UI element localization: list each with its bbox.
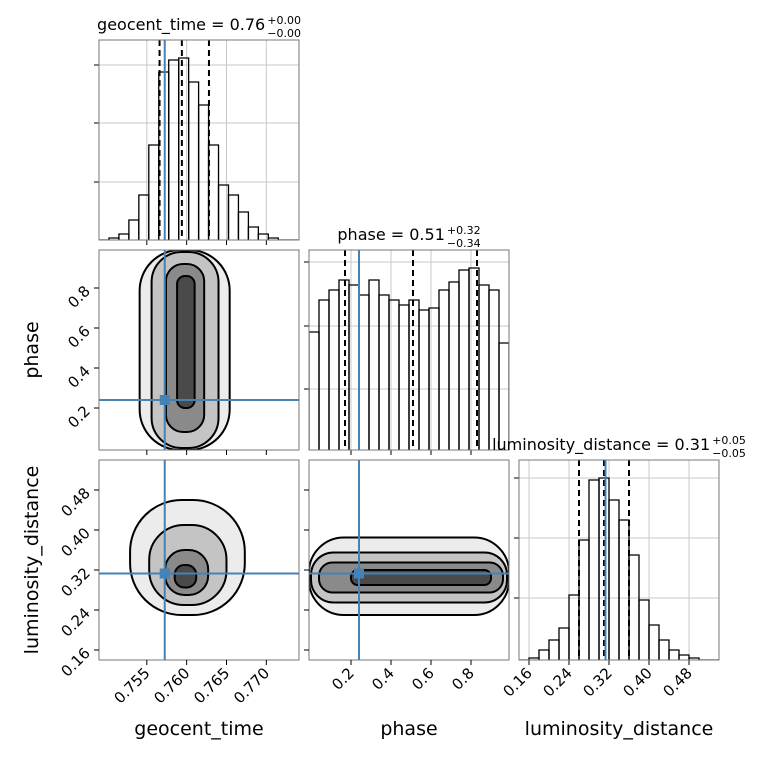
- panel-title: phase = 0.51: [337, 225, 444, 244]
- histogram: [519, 460, 719, 660]
- panel-frame: [98, 249, 300, 451]
- hist-bin: [207, 144, 220, 240]
- x-tick-label: 0.2: [328, 664, 358, 694]
- contour: [350, 569, 492, 586]
- hist-bin: [267, 237, 279, 240]
- hist-bin: [668, 649, 680, 660]
- hist-bin: [678, 654, 690, 660]
- panel-title: luminosity_distance = 0.31: [492, 435, 710, 455]
- density-panel: [99, 460, 299, 660]
- hist-bin: [578, 539, 590, 660]
- y-tick-label: 0.24: [57, 604, 93, 640]
- hist-bin: [588, 479, 600, 660]
- hist-bin: [378, 294, 390, 450]
- contour: [176, 275, 196, 409]
- panel-frame: [308, 459, 510, 661]
- x-tick-label: 0.16: [499, 664, 535, 700]
- hist-bin: [498, 342, 509, 450]
- hist-bin: [448, 281, 460, 450]
- truth-marker: [159, 395, 170, 405]
- y-tick-label: 0.48: [57, 484, 93, 520]
- x-tick-label: 0.755: [111, 664, 154, 707]
- x-tick-label: 0.4: [368, 664, 398, 694]
- hist-bin: [398, 304, 410, 450]
- truth-marker: [159, 568, 170, 579]
- histogram: [309, 250, 509, 450]
- title-lower: −0.00: [267, 27, 301, 40]
- hist-bin: [458, 269, 470, 450]
- panel-frame: [518, 459, 720, 661]
- hist-bin: [237, 211, 250, 240]
- hist-bin: [438, 289, 450, 450]
- y-tick-label: 0.6: [64, 322, 94, 352]
- contour: [173, 564, 198, 589]
- title-upper: +0.00: [267, 14, 301, 27]
- hist-bin: [227, 194, 240, 240]
- hist-bin: [478, 284, 490, 450]
- x-axis-label: geocent_time: [134, 718, 263, 740]
- hist-bin: [688, 657, 700, 660]
- density-panel: [309, 460, 509, 660]
- histogram: [99, 40, 299, 240]
- x-tick-label: 0.8: [448, 664, 478, 694]
- hist-bin: [568, 594, 580, 660]
- hist-bin: [309, 331, 320, 450]
- hist-bin: [118, 233, 130, 240]
- title-upper: +0.32: [447, 224, 481, 237]
- title-upper: +0.05: [712, 434, 746, 447]
- hist-bin: [128, 219, 140, 240]
- hist-bin: [328, 289, 340, 450]
- hist-bin: [318, 299, 330, 450]
- hist-bin: [197, 104, 210, 240]
- hist-bin: [628, 554, 640, 660]
- hist-bin: [558, 627, 570, 660]
- y-tick-label: 0.32: [57, 564, 93, 600]
- hist-bin: [488, 289, 500, 450]
- hist-bin: [618, 519, 630, 660]
- x-tick-label: 0.40: [619, 664, 655, 700]
- x-tick-label: 0.765: [190, 664, 233, 707]
- x-tick-label: 0.770: [230, 664, 273, 707]
- y-axis-label: luminosity_distance: [21, 466, 43, 655]
- title-lower: −0.05: [712, 447, 746, 460]
- hist-bin: [368, 279, 380, 450]
- y-tick-label: 0.2: [64, 402, 94, 432]
- panel-frame: [98, 39, 300, 241]
- hist-bin: [358, 294, 370, 450]
- hist-bin: [168, 59, 180, 240]
- hist-bin: [538, 649, 550, 660]
- x-tick-label: 0.48: [659, 664, 695, 700]
- y-tick-label: 0.4: [64, 362, 94, 392]
- hist-bin: [247, 226, 260, 240]
- hist-bin: [257, 233, 269, 240]
- y-tick-label: 0.8: [64, 282, 94, 312]
- hist-bin: [148, 144, 160, 240]
- hist-bin: [648, 624, 660, 660]
- title-lower: −0.34: [447, 237, 481, 250]
- truth-marker: [354, 568, 364, 579]
- x-tick-label: 0.24: [539, 664, 575, 700]
- panel-frame: [308, 249, 510, 451]
- x-tick-label: 0.760: [150, 664, 193, 707]
- x-axis-label: luminosity_distance: [525, 718, 714, 740]
- x-axis-label: phase: [380, 718, 437, 740]
- panel-frame: [98, 459, 300, 661]
- y-tick-label: 0.16: [57, 644, 93, 680]
- hist-bin: [608, 499, 620, 660]
- hist-bin: [658, 639, 670, 660]
- x-tick-label: 0.6: [408, 664, 438, 694]
- y-axis-label: phase: [21, 321, 43, 378]
- x-tick-label: 0.32: [579, 664, 615, 700]
- hist-bin: [638, 599, 650, 660]
- hist-bin: [418, 309, 430, 450]
- hist-bin: [548, 639, 560, 660]
- density-panel: [99, 250, 299, 450]
- panel-title: geocent_time = 0.76: [97, 15, 265, 35]
- hist-bin: [187, 81, 200, 240]
- y-tick-label: 0.40: [57, 524, 93, 560]
